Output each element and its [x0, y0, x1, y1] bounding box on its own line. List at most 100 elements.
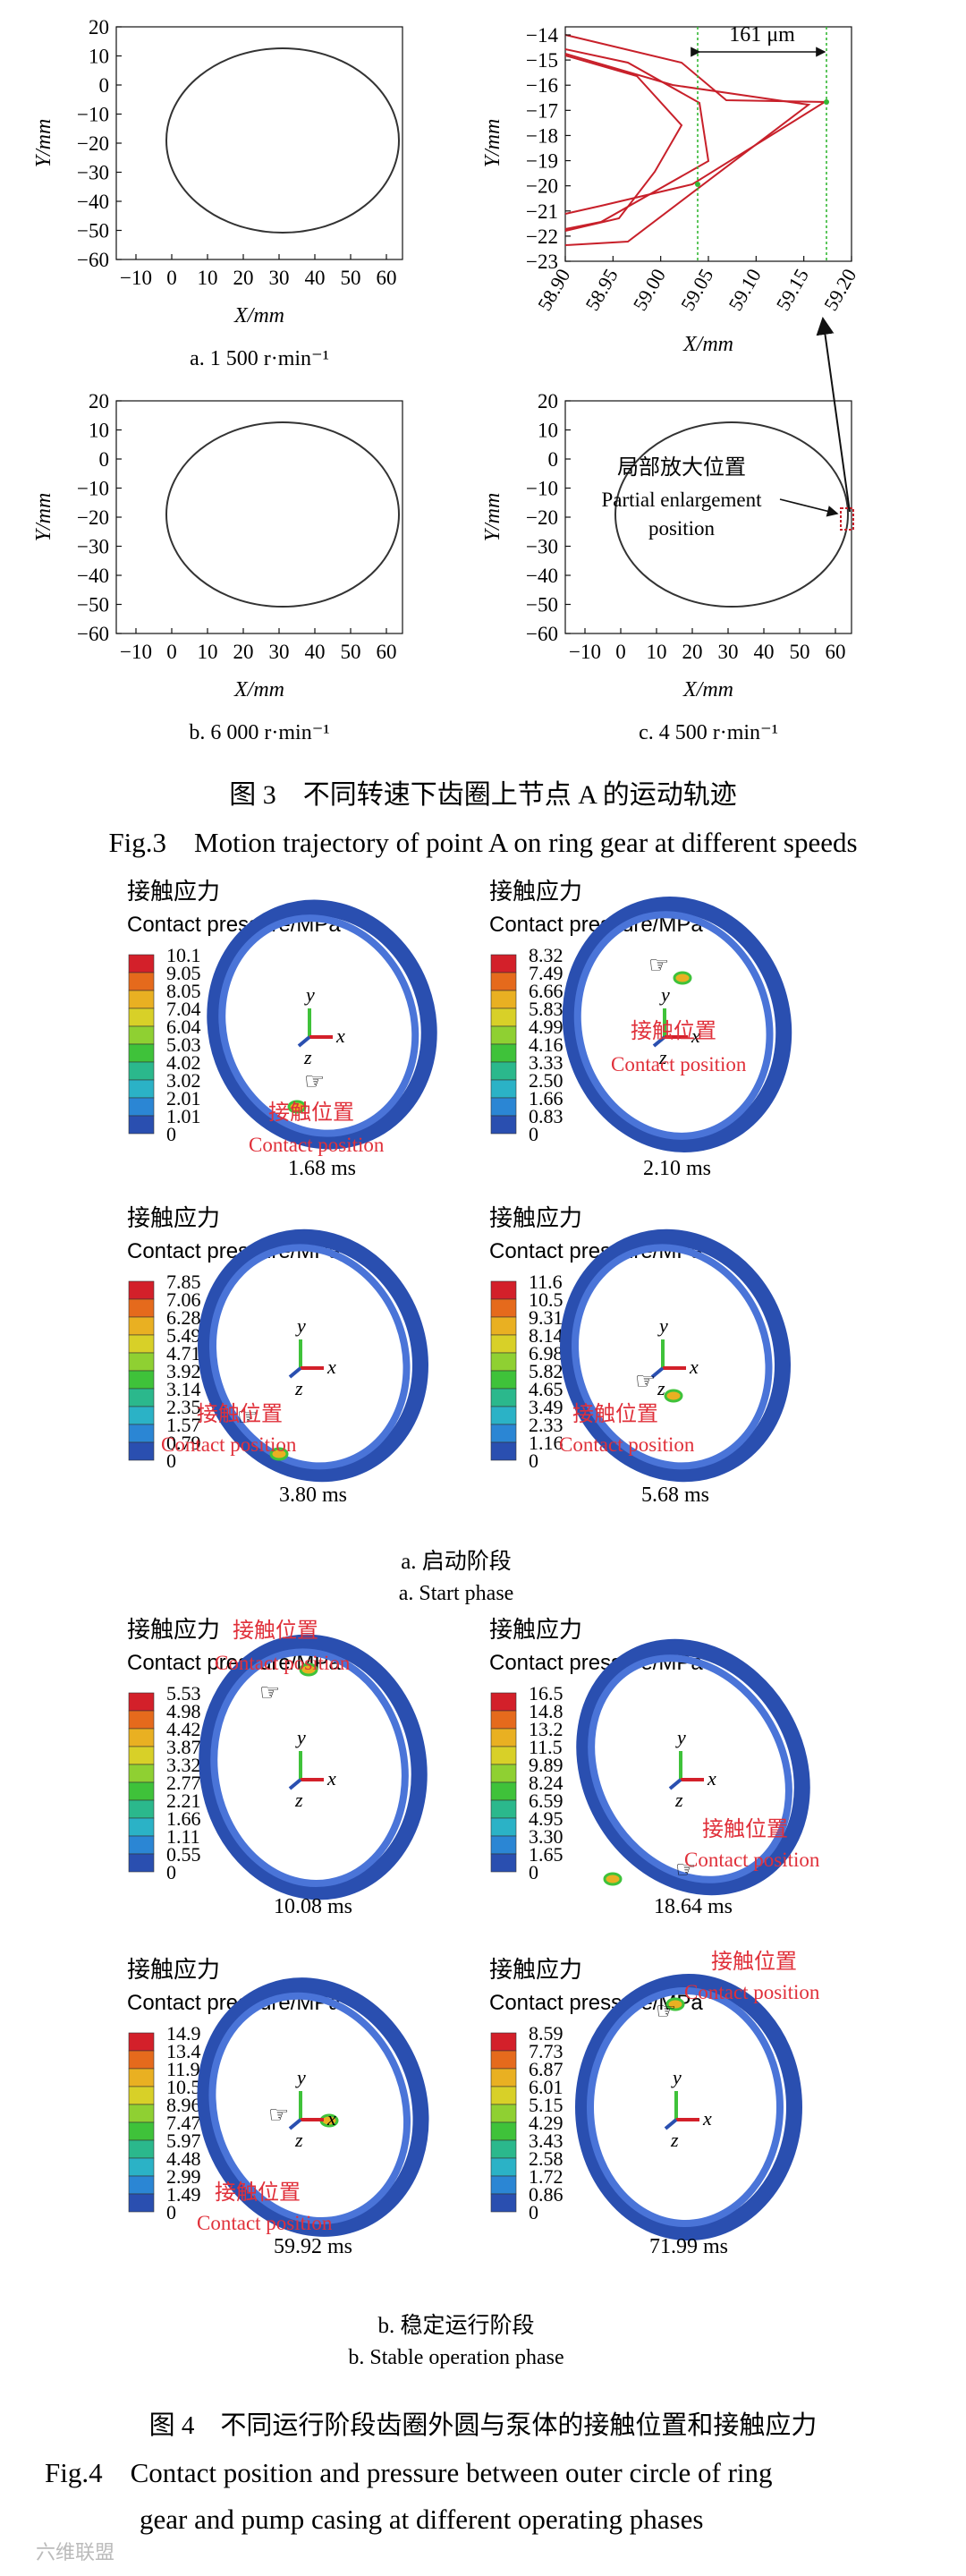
x-tick-label: −10	[569, 641, 601, 663]
colorbar-tick: 11.9	[166, 2058, 200, 2080]
y-tick-label: −15	[526, 49, 558, 72]
colorbar-segment	[128, 1441, 155, 1461]
y-tick-label: 0	[99, 74, 110, 97]
y-tick-label: −60	[77, 249, 109, 271]
contact-spot	[269, 1447, 289, 1461]
y-tick-label: −60	[526, 623, 558, 645]
ring-gear	[197, 1977, 429, 2237]
y-tick-label: −50	[77, 594, 109, 616]
time-label: 1.68 ms	[288, 1157, 356, 1180]
colorbar-tick: 1.57	[166, 1414, 201, 1436]
colorbar-segment	[128, 2104, 155, 2123]
x-tick-label: 59.00	[629, 265, 670, 314]
x-tick-label: 10	[647, 641, 667, 663]
colorbar-segment	[128, 1799, 155, 1819]
colorbar-tick: 0.83	[529, 1105, 564, 1127]
colorbar-segment	[490, 2068, 517, 2087]
colorbar-segment	[128, 1764, 155, 1783]
colorbar-segment	[490, 1115, 517, 1135]
contact-label-en: Contact position	[611, 1053, 747, 1075]
x-tick-label: 50	[341, 641, 361, 663]
contact-spot	[673, 971, 692, 985]
colorbar-tick: 7.49	[529, 962, 564, 984]
colorbar-segment	[128, 1835, 155, 1855]
x-tick-label: 10	[198, 267, 218, 289]
colorbar-segment	[128, 1692, 155, 1712]
x-tick-label: 30	[269, 267, 290, 289]
colorbar-segment	[128, 2068, 155, 2087]
y-tick-label: −10	[526, 478, 558, 500]
ring-gear	[562, 897, 792, 1152]
x-tick-label: 0	[166, 641, 177, 663]
ring-gear	[575, 1974, 802, 2240]
pointer-hand-icon: ☞	[635, 1368, 656, 1394]
colorbar-tick: 0	[529, 2201, 538, 2223]
ring-gear	[576, 1638, 810, 1896]
colorbar-segment	[490, 1352, 517, 1372]
y-tick-label: −23	[526, 251, 558, 273]
enlargement-marker	[840, 507, 854, 531]
axis-y-label: y	[295, 1314, 306, 1337]
colorbar-tick: 13.2	[529, 1718, 564, 1740]
colorbar-tick: 3.33	[529, 1051, 564, 1074]
fig3-caption-en: Fig.3 Motion trajectory of point A on ri…	[108, 827, 857, 858]
coordinate-triad: yx z	[652, 983, 700, 1068]
coordinate-triad: yx z	[297, 983, 345, 1068]
colorbar-tick: 10.1	[166, 944, 201, 966]
x-tick-label: 40	[305, 641, 326, 663]
x-tick-label: 59.15	[772, 265, 813, 314]
colorbar-segment	[490, 1406, 517, 1425]
axis-x-label: x	[702, 2107, 712, 2130]
x-tick-label: −10	[120, 267, 152, 289]
colorbar-tick: 4.42	[166, 1718, 201, 1740]
x-tick-label: 40	[754, 641, 775, 663]
colorbar-segment	[128, 2086, 155, 2105]
legend-title-cn: 接触应力	[127, 879, 220, 905]
colorbar-segment	[490, 1728, 517, 1747]
colorbar-tick: 3.02	[166, 1069, 201, 1092]
axis-z-label: z	[294, 1377, 303, 1399]
dimension-label: 161 μm	[729, 23, 795, 47]
axis-y-label: y	[675, 1726, 686, 1748]
legend-title-cn: 接触应力	[489, 1957, 582, 1983]
y-tick-label: 20	[89, 390, 109, 412]
axis-z-label: z	[294, 2129, 303, 2151]
trajectory-plot-c: 局部放大位置 Partial enlargement position 20 10…	[481, 390, 854, 744]
colorbar-tick: 6.59	[529, 1790, 564, 1812]
colorbar-segment	[490, 2139, 517, 2159]
y-tick-label: −22	[526, 225, 558, 248]
axis-y-label: y	[657, 1314, 668, 1337]
y-tick-label: −40	[77, 565, 109, 587]
colorbar-segment	[490, 1298, 517, 1318]
colorbar-tick: 3.49	[529, 1396, 564, 1418]
axis-z-label: z	[658, 1046, 667, 1068]
contact-label-en: Contact position	[197, 2212, 333, 2234]
colorbar-segment	[128, 954, 155, 973]
colorbar-tick: 11.5	[529, 1736, 563, 1758]
time-label: 10.08 ms	[274, 1895, 352, 1918]
subcaption-a-en: a. Start phase	[399, 1582, 514, 1605]
pointer-hand-icon: ☞	[656, 1998, 676, 2024]
colorbar-segment	[490, 2175, 517, 2195]
extreme-point-right	[824, 99, 829, 105]
axis-x-label: x	[335, 1024, 345, 1047]
colorbar-segment	[128, 1043, 155, 1063]
axis-z-label: z	[294, 1789, 303, 1811]
colorbar-tick: 8.32	[529, 944, 564, 966]
contact-spot	[287, 1100, 307, 1114]
subcaption-b-cn: b. 稳定运行阶段	[377, 2313, 534, 2338]
extreme-point-left	[695, 182, 700, 187]
colorbar-tick: 8.14	[529, 1324, 564, 1347]
colorbar-segment	[490, 990, 517, 1009]
colorbar-segment	[490, 1370, 517, 1390]
axis-x-label: x	[326, 1767, 336, 1790]
colorbar-segment	[128, 2175, 155, 2195]
subcaption-a-cn: a. 启动阶段	[401, 1549, 512, 1574]
x-tick-label: 50	[341, 267, 361, 289]
contact-spot	[664, 1389, 683, 1403]
